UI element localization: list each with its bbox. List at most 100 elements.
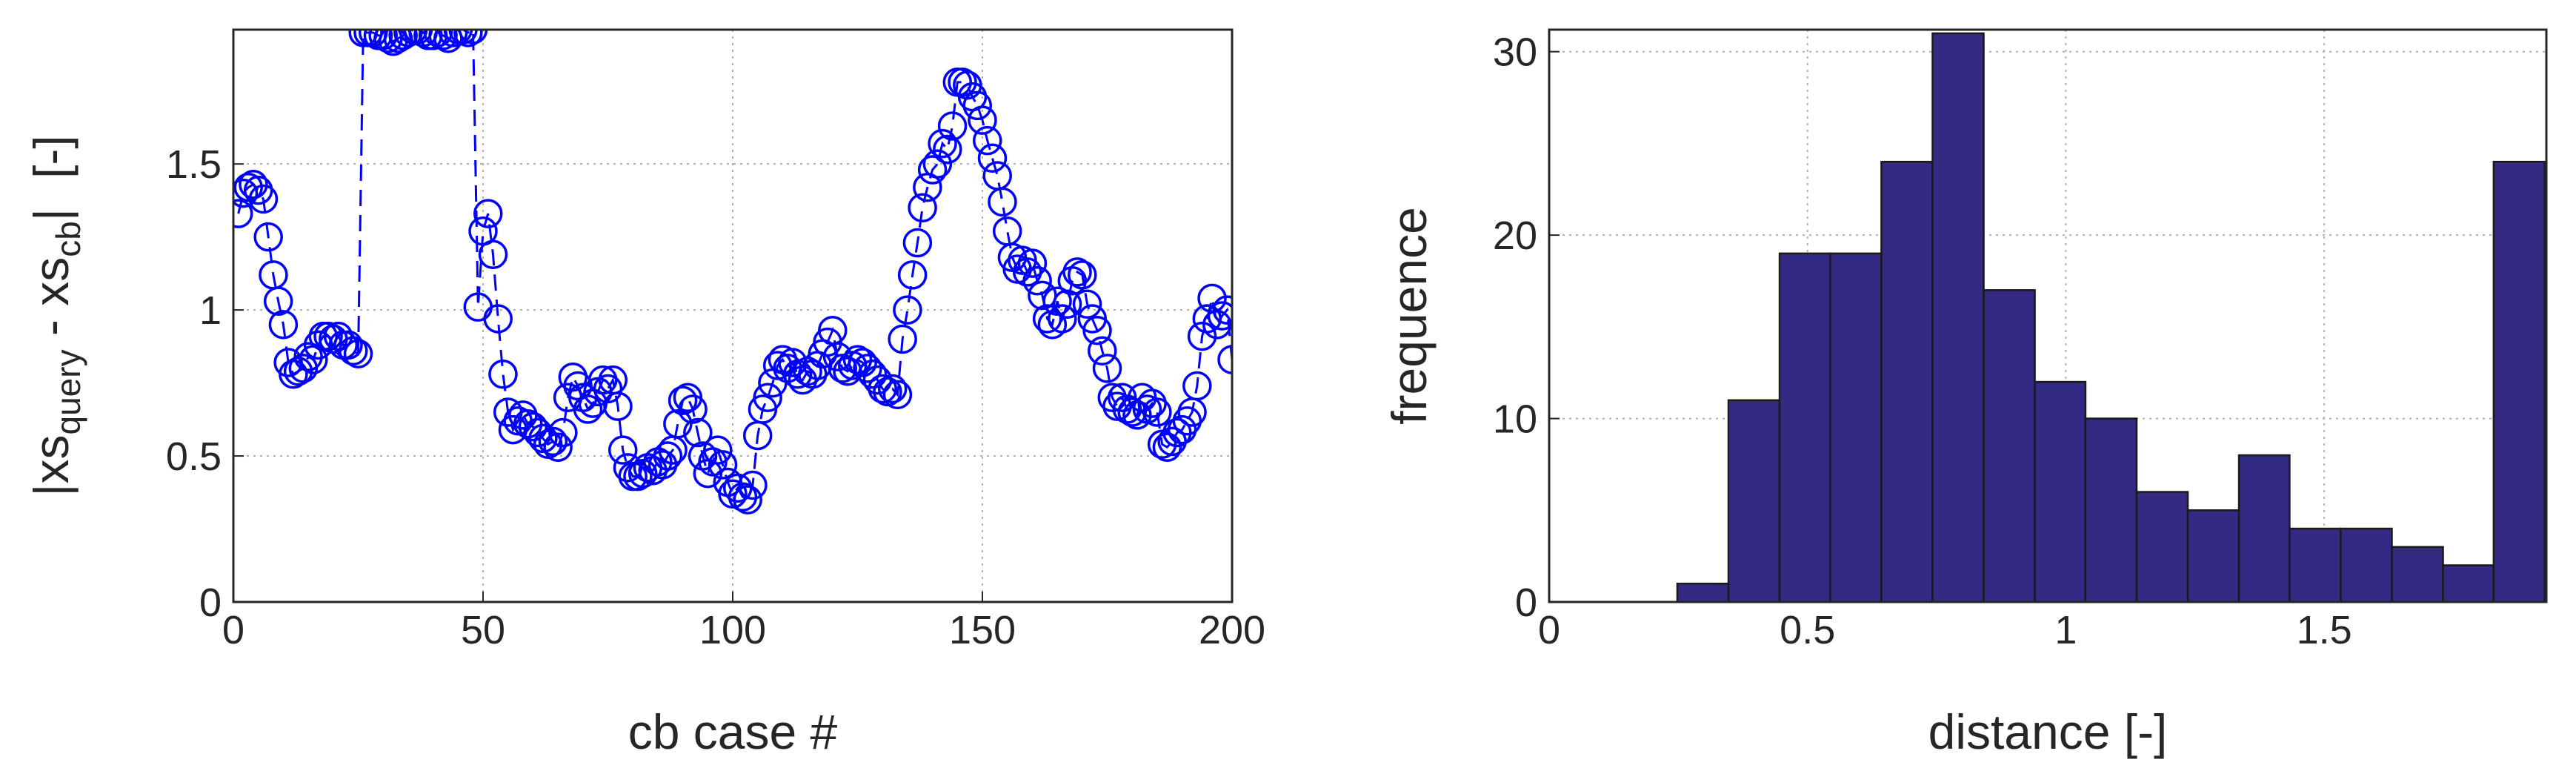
histogram-bar bbox=[1778, 252, 1831, 602]
y-tick-label: 0 bbox=[1515, 580, 1537, 625]
data-marker bbox=[339, 336, 368, 366]
data-marker bbox=[1062, 257, 1092, 287]
data-marker bbox=[977, 143, 1008, 173]
data-marker bbox=[1017, 248, 1048, 278]
data-marker bbox=[513, 408, 543, 439]
y-tick-label: 0.5 bbox=[166, 434, 222, 479]
histogram-bar bbox=[1676, 583, 1730, 602]
x-tick-label: 0.5 bbox=[1780, 608, 1835, 652]
data-marker bbox=[343, 339, 373, 368]
data-marker bbox=[733, 485, 762, 514]
y-axis-label-part: - xs bbox=[24, 257, 79, 350]
data-marker bbox=[897, 260, 928, 290]
data-marker bbox=[1052, 289, 1082, 319]
data-marker bbox=[1022, 265, 1052, 296]
data-marker bbox=[917, 155, 948, 185]
data-marker bbox=[653, 441, 683, 471]
data-marker bbox=[573, 394, 603, 424]
data-marker bbox=[488, 360, 518, 389]
data-marker bbox=[239, 170, 268, 199]
histogram-bar bbox=[2237, 454, 2291, 602]
data-marker bbox=[968, 105, 997, 135]
data-marker bbox=[922, 149, 953, 179]
y-axis-label-part: query bbox=[49, 349, 87, 434]
histogram-bar bbox=[1931, 32, 1985, 602]
data-marker bbox=[882, 380, 913, 410]
x-tick-label: 1.5 bbox=[2297, 608, 2352, 652]
data-marker bbox=[868, 374, 897, 404]
histogram-bar bbox=[2135, 491, 2189, 602]
axes-frame bbox=[1548, 28, 2548, 603]
data-marker bbox=[933, 134, 962, 165]
histogram-bar bbox=[2289, 527, 2342, 602]
x-tick-label: 0 bbox=[222, 608, 244, 652]
histogram-bar bbox=[2492, 160, 2546, 602]
y-axis-label: |xsquery - xscb| [-] bbox=[24, 135, 87, 496]
data-marker bbox=[988, 187, 1017, 217]
data-marker bbox=[548, 417, 578, 448]
histogram-bar bbox=[2186, 509, 2240, 602]
data-marker bbox=[678, 394, 708, 424]
data-marker bbox=[1068, 260, 1097, 290]
data-marker bbox=[683, 417, 713, 448]
data-marker bbox=[708, 450, 738, 480]
data-marker bbox=[908, 193, 937, 223]
data-marker bbox=[313, 321, 343, 351]
data-marker bbox=[268, 310, 299, 340]
data-marker bbox=[388, 30, 418, 50]
data-marker bbox=[928, 128, 957, 159]
data-marker bbox=[253, 222, 283, 252]
x-axis-label: distance [-] bbox=[1928, 704, 2168, 759]
y-axis-label: frequence bbox=[1382, 207, 1437, 425]
data-marker bbox=[1207, 301, 1232, 331]
y-tick-label: 30 bbox=[1493, 30, 1537, 75]
data-marker bbox=[248, 184, 279, 214]
data-marker bbox=[478, 239, 508, 270]
histogram-bar bbox=[1983, 289, 2036, 602]
data-marker bbox=[1187, 321, 1217, 351]
data-marker bbox=[668, 386, 698, 415]
histogram-bar bbox=[1829, 252, 1883, 602]
data-marker bbox=[1212, 295, 1232, 325]
data-marker bbox=[842, 345, 873, 374]
data-marker bbox=[538, 426, 568, 457]
data-marker bbox=[543, 432, 573, 462]
data-marker bbox=[428, 30, 458, 50]
data-marker bbox=[623, 461, 653, 492]
x-tick-label: 150 bbox=[949, 608, 1016, 652]
data-marker bbox=[1217, 345, 1232, 374]
data-marker bbox=[453, 30, 483, 47]
y-axis-label-part: [-] bbox=[24, 135, 79, 179]
data-marker bbox=[1072, 289, 1102, 319]
histogram-bar bbox=[1727, 399, 1781, 602]
y-tick-label: 20 bbox=[1493, 214, 1537, 258]
data-marker bbox=[393, 30, 423, 47]
x-tick-label: 1 bbox=[2054, 608, 2077, 652]
data-marker bbox=[1152, 432, 1182, 462]
x-tick-label: 0 bbox=[1538, 608, 1560, 652]
data-marker bbox=[263, 286, 293, 317]
data-marker bbox=[1142, 397, 1172, 427]
data-marker bbox=[893, 295, 922, 325]
data-marker bbox=[738, 470, 768, 500]
y-tick-label: 0 bbox=[199, 580, 222, 625]
data-marker bbox=[1088, 336, 1117, 366]
x-axis-label: cb case # bbox=[628, 704, 838, 759]
data-marker bbox=[877, 374, 908, 404]
data-marker bbox=[448, 30, 478, 44]
y-tick-label: 10 bbox=[1493, 397, 1537, 442]
data-marker bbox=[937, 111, 968, 141]
axes-frame bbox=[232, 28, 1234, 603]
data-marker bbox=[753, 383, 782, 413]
data-marker bbox=[902, 228, 933, 258]
histogram-bar bbox=[1880, 160, 1934, 602]
data-marker bbox=[1117, 397, 1147, 427]
y-axis-label-part: cb bbox=[49, 221, 87, 257]
histogram-bar bbox=[2084, 417, 2138, 602]
data-marker bbox=[948, 67, 977, 97]
data-marker bbox=[1092, 354, 1122, 383]
data-marker bbox=[663, 408, 693, 439]
data-marker bbox=[608, 435, 638, 465]
y-axis-label-part: |xs bbox=[24, 434, 79, 496]
